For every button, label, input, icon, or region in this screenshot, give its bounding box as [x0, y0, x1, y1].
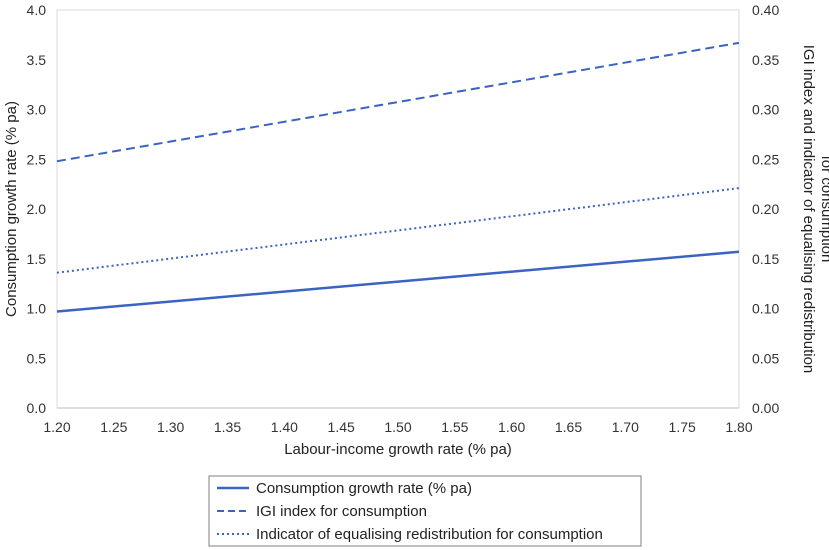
x-axis-ticks: 1.20 1.25 1.30 1.35 1.40 1.45 1.50 1.55 1.60 1.65… [43, 419, 752, 435]
left-tick-label: 0.0 [27, 400, 47, 416]
x-tick-label: 1.70 [612, 419, 639, 435]
right-tick-label: 0.05 [752, 350, 779, 366]
x-tick-label: 1.25 [100, 419, 127, 435]
right-tick-label: 0.15 [752, 251, 779, 267]
right-axis-title-line2: for consumption [818, 156, 829, 263]
left-tick-label: 4.0 [27, 2, 47, 18]
right-tick-label: 0.20 [752, 201, 779, 217]
x-tick-label: 1.20 [43, 419, 70, 435]
x-tick-label: 1.45 [328, 419, 355, 435]
igi-index-line [56, 41, 740, 163]
right-tick-label: 0.25 [752, 151, 779, 167]
right-axis-title-line1: IGI index and indicator of equalising re… [800, 45, 817, 374]
x-tick-label: 1.80 [725, 419, 752, 435]
x-tick-label: 1.30 [157, 419, 184, 435]
left-tick-label: 0.5 [27, 350, 47, 366]
right-tick-label: 0.30 [752, 102, 779, 118]
left-axis-ticks: 0.0 0.5 1.0 1.5 2.0 2.5 3.0 3.5 4.0 [27, 2, 47, 416]
x-tick-label: 1.35 [214, 419, 241, 435]
x-tick-label: 1.65 [555, 419, 582, 435]
x-axis-title: Labour-income growth rate (% pa) [284, 441, 512, 458]
left-tick-label: 1.0 [27, 301, 47, 317]
right-tick-label: 0.40 [752, 2, 779, 18]
right-axis-ticks: 0.00 0.05 0.10 0.15 0.20 0.25 0.30 0.35 0.40 [752, 2, 779, 416]
legend-label-consumption-growth: Consumption growth rate (% pa) [256, 480, 472, 497]
consumption-growth-line [56, 250, 740, 313]
left-tick-label: 2.0 [27, 201, 47, 217]
left-axis-title: Consumption growth rate (% pa) [3, 101, 20, 317]
x-tick-label: 1.40 [271, 419, 298, 435]
left-tick-label: 3.0 [27, 102, 47, 118]
series-lines [56, 41, 740, 313]
right-tick-label: 0.35 [752, 52, 779, 68]
legend: Consumption growth rate (% pa) IGI index… [208, 475, 642, 547]
right-tick-label: 0.10 [752, 301, 779, 317]
left-tick-label: 2.5 [27, 151, 47, 167]
x-tick-label: 1.50 [384, 419, 411, 435]
x-tick-label: 1.75 [669, 419, 696, 435]
legend-label-equalising-redistribution: Indicator of equalising redistribution f… [256, 526, 603, 543]
x-tick-label: 1.55 [441, 419, 468, 435]
x-tick-label: 1.60 [498, 419, 525, 435]
left-tick-label: 3.5 [27, 52, 47, 68]
plot-area [56, 9, 740, 409]
left-tick-label: 1.5 [27, 251, 47, 267]
legend-label-igi-index: IGI index for consumption [256, 503, 427, 520]
legend-box [208, 475, 642, 547]
right-tick-label: 0.00 [752, 400, 779, 416]
